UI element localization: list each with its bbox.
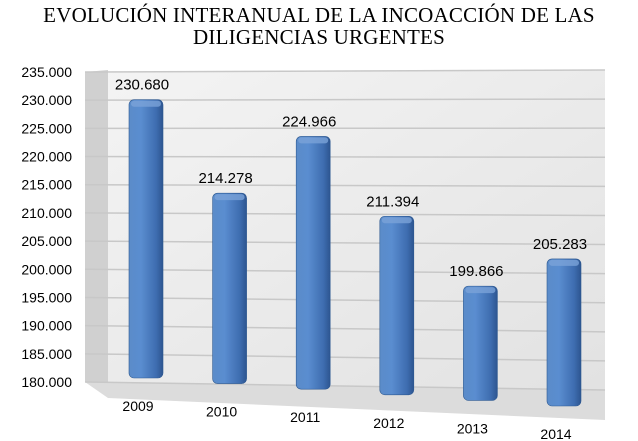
x-tick-label: 2013 xyxy=(457,420,488,436)
bar-top-highlight xyxy=(214,194,245,201)
x-tick-label: 2012 xyxy=(373,415,404,431)
x-axis: 2009 2010 2011 2012 2013 2014 xyxy=(122,398,571,441)
gridline xyxy=(84,183,606,188)
gridline xyxy=(84,98,606,101)
y-tick-label: 215.000 xyxy=(21,177,72,193)
bar-top-highlight xyxy=(549,259,579,266)
gridline xyxy=(84,69,606,73)
x-tick-label: 2010 xyxy=(206,404,237,420)
data-label-2009: 230.680 xyxy=(115,77,169,94)
side-wall xyxy=(85,70,108,386)
y-tick-label: 235.000 xyxy=(21,64,72,80)
bar-2013 xyxy=(463,285,498,401)
data-label-2011: 224.966 xyxy=(282,113,336,130)
y-tick-label: 200.000 xyxy=(21,261,72,277)
x-tick-label: 2014 xyxy=(540,426,571,441)
y-tick-label: 185.000 xyxy=(21,346,72,362)
chart-title: EVOLUCIÓN INTERANUAL DE LA INCOACCIÓN DE… xyxy=(0,4,638,48)
gridlines xyxy=(84,69,606,391)
chart-title-line-1: EVOLUCIÓN INTERANUAL DE LA INCOACCIÓN DE… xyxy=(43,3,595,27)
data-label-2010: 214.278 xyxy=(198,170,252,187)
bar-top-highlight xyxy=(465,287,496,294)
gridline xyxy=(84,240,606,246)
x-tick-label: 2009 xyxy=(122,398,153,414)
gridline xyxy=(84,155,606,159)
y-tick-label: 230.000 xyxy=(21,92,72,108)
gridline xyxy=(84,324,606,333)
x-tick-label: 2011 xyxy=(290,409,320,425)
bar-top-highlight xyxy=(381,217,412,224)
y-tick-label: 195.000 xyxy=(21,289,72,305)
gridline xyxy=(84,381,606,391)
gridline xyxy=(84,268,606,275)
bars: 230.680 214.278 224.966 211.394 199.866 205.2… xyxy=(115,77,587,407)
y-tick-label: 180.000 xyxy=(21,374,72,390)
y-tick-label: 225.000 xyxy=(21,120,72,136)
gridline xyxy=(84,212,606,217)
y-tick-label: 210.000 xyxy=(21,205,72,221)
y-axis: 180.000 185.000 190.000 195.000 200.000 205.0… xyxy=(21,64,72,390)
bar-2011 xyxy=(295,136,331,390)
y-tick-label: 190.000 xyxy=(21,318,72,334)
bar-top-highlight xyxy=(298,137,329,144)
data-label-2013: 199.866 xyxy=(449,263,503,280)
data-label-2014: 205.283 xyxy=(533,236,587,253)
bar-2009 xyxy=(128,99,164,379)
gridline xyxy=(84,353,606,362)
chart-title-line-2: DILIGENCIAS URGENTES xyxy=(193,25,445,49)
bar-top-highlight xyxy=(131,100,161,107)
bar-2010 xyxy=(212,192,247,384)
y-tick-label: 220.000 xyxy=(21,149,72,165)
data-label-2012: 211.394 xyxy=(366,193,419,210)
bar-2014 xyxy=(546,258,582,407)
bar-2012 xyxy=(379,215,415,396)
y-tick-label: 205.000 xyxy=(21,233,72,249)
gridline xyxy=(84,296,606,304)
